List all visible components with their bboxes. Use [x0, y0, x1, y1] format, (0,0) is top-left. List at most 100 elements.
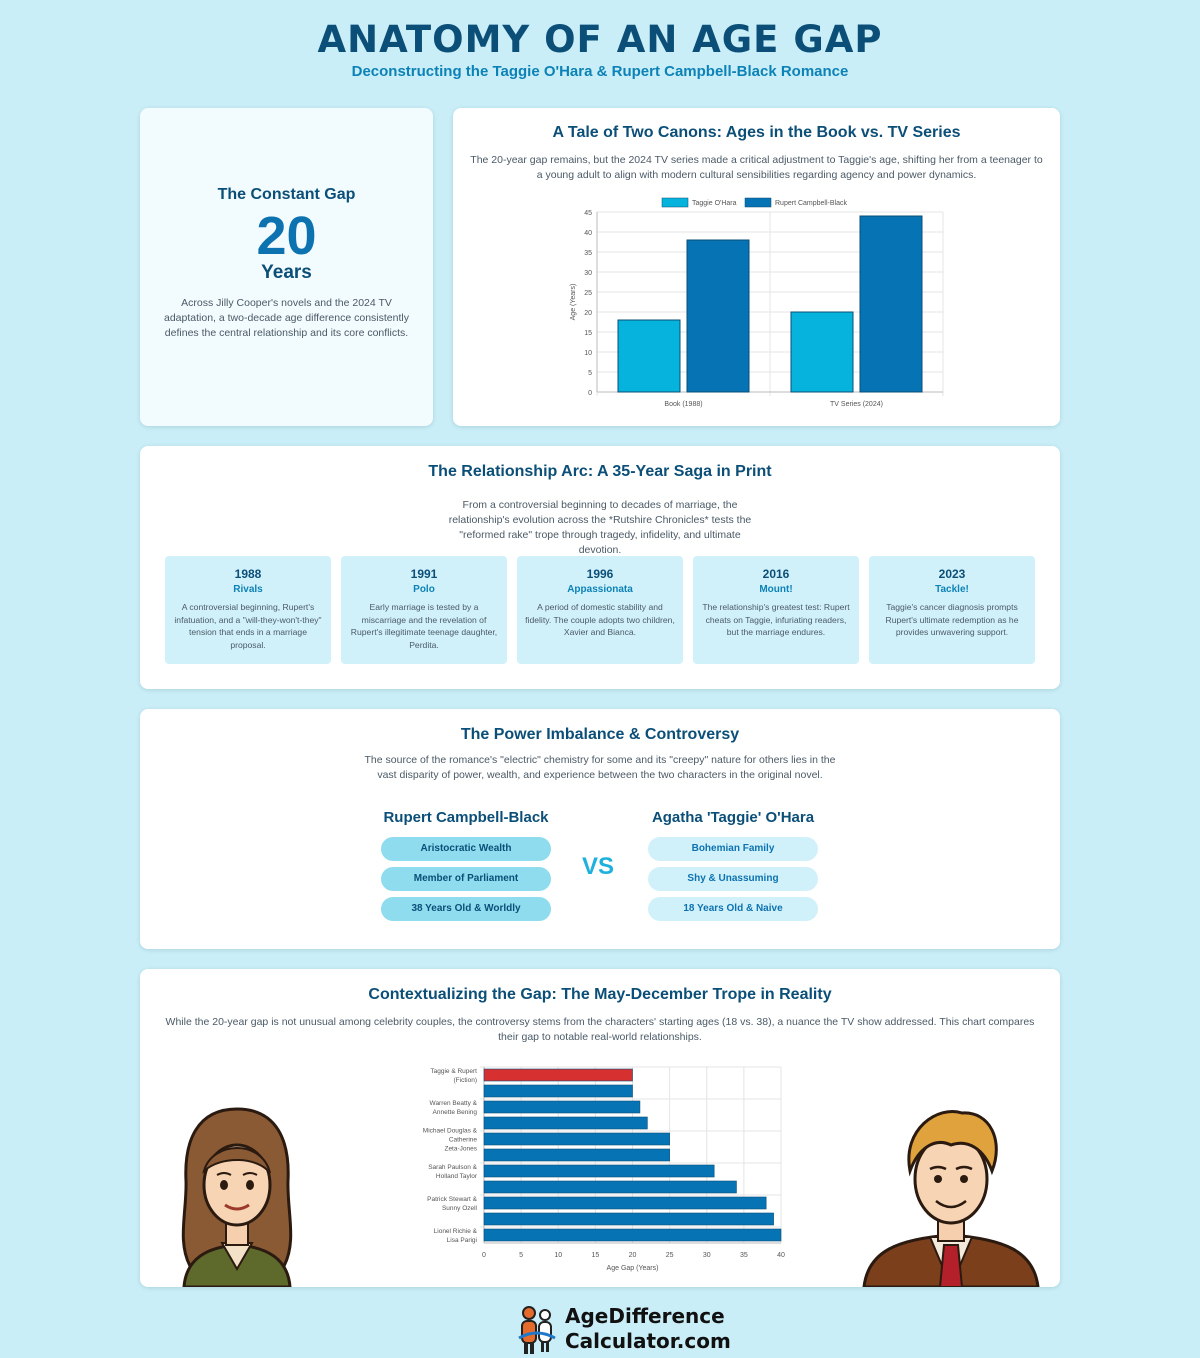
bar — [483, 1228, 782, 1242]
power-imbalance-card: The Power Imbalance & Controversy The so… — [140, 709, 1060, 949]
y-tick-label: Lisa Parigi — [447, 1237, 477, 1244]
bar — [483, 1116, 648, 1130]
legend-label: Rupert Campbell-Black — [775, 200, 847, 207]
timeline-item: 2016 Mount! The relationship's greatest … — [693, 556, 859, 664]
y-tick-label: 35 — [584, 250, 592, 257]
rupert-trait: 38 Years Old & Worldly — [381, 897, 551, 921]
y-tick-label: 10 — [584, 350, 592, 357]
y-tick-label: Michael Douglas & — [423, 1128, 478, 1135]
bar — [617, 319, 681, 393]
x-tick-label: 35 — [740, 1252, 748, 1259]
x-tick-label: 25 — [666, 1252, 674, 1259]
rupert-name: Rupert Campbell-Black — [383, 809, 549, 826]
timeline-year: 2023 — [938, 567, 966, 581]
y-tick-label: Taggie & Rupert — [430, 1068, 477, 1075]
footer-brand[interactable]: AgeDifference Calculator.com — [511, 1304, 751, 1356]
x-tick-label: 15 — [591, 1252, 599, 1259]
context-title: Contextualizing the Gap: The May-Decembe… — [368, 986, 832, 1003]
y-tick-label: Catherine — [449, 1137, 478, 1144]
y-axis-label: Age (Years) — [570, 284, 577, 321]
legend-label: Taggie O'Hara — [692, 200, 737, 207]
timeline-text: A period of domestic stability and fidel… — [525, 602, 675, 637]
bar — [483, 1164, 715, 1178]
timeline-item: 1988 Rivals A controversial beginning, R… — [165, 556, 331, 664]
timeline-text: Taggie's cancer diagnosis prompts Rupert… — [885, 602, 1019, 637]
arc-title: The Relationship Arc: A 35-Year Saga in … — [428, 463, 772, 480]
page-header: ANATOMY OF AN AGE GAP Deconstructing the… — [0, 18, 1200, 80]
bar — [483, 1196, 767, 1210]
y-tick-label: 30 — [584, 270, 592, 277]
timeline-book: Rivals — [233, 584, 263, 595]
bar — [790, 311, 854, 393]
y-tick-label: 45 — [584, 210, 592, 217]
context-card: Contextualizing the Gap: The May-Decembe… — [140, 969, 1060, 1287]
y-tick-label: 15 — [584, 330, 592, 337]
y-tick-label: Sarah Paulson & — [428, 1164, 477, 1171]
timeline-book: Tackle! — [935, 584, 969, 595]
y-tick-label: Lionel Richie & — [434, 1228, 478, 1235]
timeline-book: Appassionata — [567, 584, 633, 595]
taggie-name: Agatha 'Taggie' O'Hara — [651, 809, 815, 826]
timeline-text: A controversial beginning, Rupert's infa… — [174, 602, 322, 650]
gap-description: Across Jilly Cooper's novels and the 202… — [164, 297, 409, 339]
y-tick-label: 20 — [584, 310, 592, 317]
arc-description: From a controversial beginning to decade… — [448, 499, 752, 556]
timeline-book: Mount! — [759, 584, 793, 595]
brand-name: AgeDifference Calculator.com — [565, 1304, 731, 1354]
canon-description: The 20-year gap remains, but the 2024 TV… — [470, 154, 1043, 181]
bar — [483, 1132, 670, 1146]
relationship-arc-card: The Relationship Arc: A 35-Year Saga in … — [140, 446, 1060, 689]
legend-swatch — [661, 197, 689, 208]
x-tick-label: Book (1988) — [664, 401, 702, 408]
y-tick-label: (Fiction) — [454, 1077, 477, 1084]
timeline-item: 1991 Polo Early marriage is tested by a … — [341, 556, 507, 664]
versus-label: VS — [582, 853, 615, 880]
x-tick-label: 0 — [482, 1252, 486, 1259]
brand-line-2: Calculator.com — [565, 1329, 731, 1353]
bar — [483, 1100, 641, 1114]
taggie-trait: 18 Years Old & Naive — [648, 897, 818, 921]
timeline-book: Polo — [413, 584, 435, 595]
page-subtitle: Deconstructing the Taggie O'Hara & Ruper… — [351, 63, 849, 80]
bar — [483, 1148, 670, 1162]
x-tick-label: 30 — [703, 1252, 711, 1259]
timeline-item: 2023 Tackle! Taggie's cancer diagnosis p… — [869, 556, 1035, 664]
y-tick-label: Zeta-Jones — [444, 1146, 477, 1153]
y-tick-label: 25 — [584, 290, 592, 297]
context-description: While the 20-year gap is not unusual amo… — [165, 1016, 1035, 1043]
timeline-text: Early marriage is tested by a miscarriag… — [350, 602, 498, 650]
couple-logo-icon — [518, 1306, 556, 1354]
bar — [859, 215, 923, 393]
bar — [483, 1212, 774, 1226]
brand-line-1: AgeDifference — [565, 1304, 725, 1328]
x-tick-label: 5 — [519, 1252, 523, 1259]
bar — [483, 1068, 633, 1082]
power-title: The Power Imbalance & Controversy — [460, 726, 740, 743]
bar — [686, 239, 750, 393]
y-tick-label: Holland Taylor — [436, 1173, 478, 1180]
timeline-year: 1988 — [234, 567, 262, 581]
gap-unit: Years — [261, 262, 312, 283]
y-tick-label: Annette Bening — [433, 1109, 478, 1116]
rupert-column: Rupert Campbell-Black Aristocratic Wealt… — [381, 809, 551, 927]
x-tick-label: 40 — [777, 1252, 785, 1259]
y-tick-label: Patrick Stewart & — [427, 1196, 478, 1203]
timeline-year: 1991 — [410, 567, 438, 581]
timeline-item: 1996 Appassionata A period of domestic s… — [517, 556, 683, 664]
bar — [483, 1180, 737, 1194]
canon-title: A Tale of Two Canons: Ages in the Book v… — [552, 124, 961, 141]
y-tick-label: 40 — [584, 230, 592, 237]
taggie-trait: Shy & Unassuming — [648, 867, 818, 891]
timeline-year: 2016 — [762, 567, 790, 581]
y-tick-label: 5 — [588, 370, 592, 377]
rupert-illustration — [862, 1110, 1040, 1287]
taggie-trait: Bohemian Family — [648, 837, 818, 861]
taggie-column: Agatha 'Taggie' O'Hara Bohemian Family S… — [648, 809, 818, 927]
y-tick-label: Sunny Ozell — [442, 1205, 478, 1212]
canon-comparison-card: A Tale of Two Canons: Ages in the Book v… — [453, 108, 1060, 426]
page-title: ANATOMY OF AN AGE GAP — [317, 18, 883, 61]
ages-bar-chart: Taggie O'Hara Rupert Campbell-Black 0 5 10 15… — [570, 197, 944, 408]
timeline-text: The relationship's greatest test: Rupert… — [702, 602, 850, 637]
celebrity-gap-chart: 0 5 10 15 20 25 30 35 40 Taggie & Rupert (Fiction)… — [423, 1066, 785, 1272]
taggie-illustration — [181, 1107, 293, 1287]
